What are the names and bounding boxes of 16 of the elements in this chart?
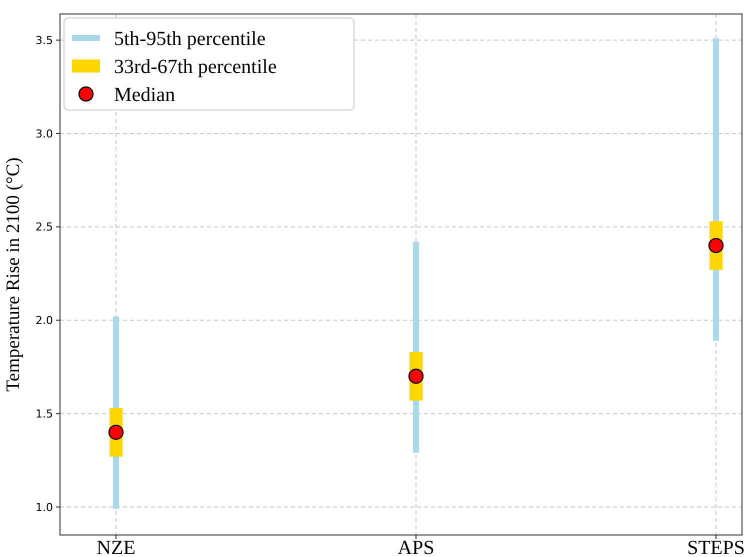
legend-label: 33rd-67th percentile — [114, 56, 277, 78]
y-tick-label: 1.5 — [36, 407, 53, 420]
x-tick-label: STEPS — [687, 537, 745, 557]
legend-label: 5th-95th percentile — [114, 28, 266, 50]
point — [408, 368, 424, 384]
y-axis-title: Temperature Rise in 2100 (°C) — [3, 157, 24, 392]
x-tick-label: NZE — [96, 537, 136, 557]
y-tick-label: 2.5 — [36, 220, 53, 234]
point — [108, 424, 124, 440]
y-tick-label: 2.0 — [36, 314, 53, 328]
point — [708, 238, 724, 254]
y-tick-label: 3.0 — [36, 127, 53, 140]
x-tick-label: APS — [398, 537, 434, 557]
y-tick-label: 1.0 — [36, 500, 53, 514]
y-tick-label: 3.5 — [36, 34, 53, 47]
legend-label: Median — [114, 84, 176, 106]
